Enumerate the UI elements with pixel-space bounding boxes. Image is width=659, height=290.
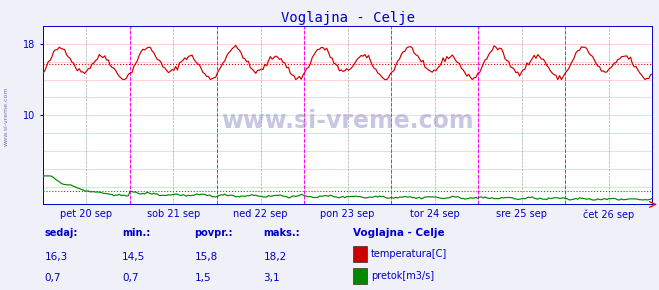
Text: 3,1: 3,1 [264,273,280,283]
Text: min.:: min.: [122,228,150,238]
Text: Voglajna - Celje: Voglajna - Celje [353,228,444,238]
Text: 15,8: 15,8 [194,251,217,262]
Text: 0,7: 0,7 [122,273,138,283]
Text: 0,7: 0,7 [45,273,61,283]
Text: 14,5: 14,5 [122,251,145,262]
Text: 16,3: 16,3 [45,251,68,262]
Text: www.si-vreme.com: www.si-vreme.com [221,109,474,133]
Text: povpr.:: povpr.: [194,228,233,238]
Text: www.si-vreme.com: www.si-vreme.com [4,86,9,146]
Text: pretok[m3/s]: pretok[m3/s] [371,271,434,281]
Text: maks.:: maks.: [264,228,301,238]
Text: 18,2: 18,2 [264,251,287,262]
Text: 1,5: 1,5 [194,273,211,283]
Text: sedaj:: sedaj: [45,228,78,238]
Title: Voglajna - Celje: Voglajna - Celje [281,11,415,25]
Text: temperatura[C]: temperatura[C] [371,249,447,259]
